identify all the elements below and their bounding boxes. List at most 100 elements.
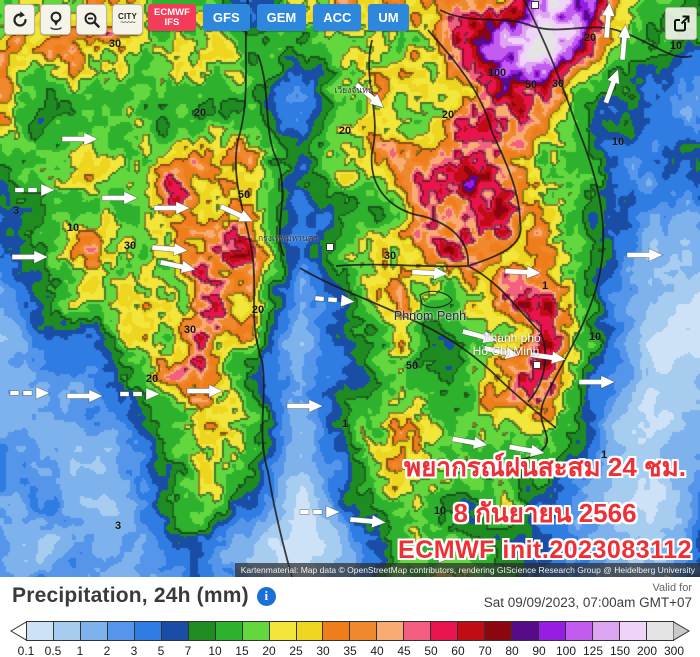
- map-attribution: Kartenmaterial: Map data © OpenStreetMap…: [234, 563, 700, 577]
- scale-tick-label: 150: [609, 644, 631, 657]
- scale-color-cell: [26, 621, 54, 641]
- wind-arrow: [578, 374, 616, 390]
- scale-tick-label: 10: [208, 644, 222, 657]
- city-labels-text: CITY: [117, 12, 138, 21]
- scale-color-cell: [593, 621, 620, 641]
- precipitation-map[interactable]: 3020201020105030302010050302010101050101…: [0, 0, 700, 577]
- scale-tick-label: 25: [289, 644, 303, 657]
- wind-arrow-dashed: [314, 293, 356, 308]
- scale-color-cell: [161, 621, 189, 641]
- wind-arrow: [601, 1, 616, 39]
- scale-color-cell: [377, 621, 405, 641]
- scale-tick-label: 5: [157, 644, 165, 657]
- city-labels-toggle[interactable]: CITY ~~~~: [112, 4, 143, 35]
- wind-arrow: [153, 200, 191, 216]
- scale-tick-label: 35: [343, 644, 357, 657]
- city-marker: [531, 1, 539, 9]
- location-pin-icon: [49, 11, 62, 30]
- scale-tick-label: 60: [451, 644, 465, 657]
- map-toolbar: CITY ~~~~: [4, 4, 143, 35]
- locate-button[interactable]: [40, 4, 71, 35]
- wind-arrow: [602, 68, 620, 105]
- wind-arrow: [11, 249, 49, 265]
- scale-color-cell: [242, 621, 270, 641]
- scale-left-cap: [10, 621, 27, 641]
- scale-tick-label: 50: [424, 644, 438, 657]
- scale-tick-label: 0.5: [44, 644, 62, 657]
- wind-arrow: [416, 549, 454, 564]
- model-label: ECMWF: [154, 6, 190, 18]
- scale-color-cell: [296, 621, 324, 641]
- model-label: IFS: [164, 16, 180, 28]
- wind-arrow: [101, 190, 139, 206]
- model-button-gem[interactable]: GEM: [256, 4, 307, 31]
- scale-tick-label: 7: [184, 644, 192, 657]
- wind-arrow: [544, 459, 582, 474]
- zoom-out-button[interactable]: [76, 4, 107, 35]
- scale-color-cell: [80, 621, 108, 641]
- wind-arrow-dashed: [299, 505, 341, 519]
- scale-right-cap: [673, 621, 690, 641]
- scale-color-cell: [539, 621, 567, 641]
- wind-arrow: [66, 388, 104, 404]
- scale-color-cell: [404, 621, 432, 641]
- legend-panel: Precipitation, 24h (mm) i Valid for Sat …: [0, 577, 700, 657]
- scale-cells: [26, 621, 674, 641]
- country-borders: [234, 0, 693, 577]
- wind-arrow: [617, 23, 632, 61]
- share-button[interactable]: [665, 7, 697, 40]
- wind-arrow-dashed: [14, 183, 56, 197]
- wind-arrow: [483, 345, 521, 360]
- wind-arrow: [61, 131, 99, 147]
- refresh-icon: [12, 10, 27, 27]
- scale-tick-label: 3: [130, 644, 138, 657]
- legend-title: Precipitation, 24h (mm): [12, 584, 249, 607]
- scale-color-cell: [188, 621, 216, 641]
- wind-arrow: [354, 81, 385, 109]
- scale-color-cell: [485, 621, 513, 641]
- wind-arrows: [9, 1, 673, 577]
- wind-arrow: [159, 259, 197, 274]
- scale-color-cell: [215, 621, 243, 641]
- scale-tick-label: 15: [235, 644, 249, 657]
- scale-tick-label: 70: [478, 644, 492, 657]
- refresh-button[interactable]: [4, 4, 35, 35]
- scale-color-cell: [566, 621, 594, 641]
- scale-tick-label: 40: [370, 644, 384, 657]
- scale-color-cell: [53, 621, 81, 641]
- scale-color-cell: [134, 621, 162, 641]
- wind-arrow: [504, 265, 542, 280]
- precipitation-field-canvas: [0, 0, 700, 577]
- scale-color-cell: [107, 621, 135, 641]
- scale-color-cell: [323, 621, 351, 641]
- model-button-gfs[interactable]: GFS: [202, 4, 250, 31]
- model-button-acc[interactable]: ACC: [313, 4, 362, 31]
- valid-for-value: Sat 09/09/2023, 07:00am GMT+07: [483, 595, 692, 610]
- model-button-ecmwf-ifs[interactable]: ECMWF IFS: [148, 4, 196, 31]
- scale-tick-label: 300: [663, 644, 685, 657]
- scale-color-cell: [646, 621, 674, 641]
- wind-arrow: [186, 383, 224, 399]
- model-selector: ECMWF IFS GFS GEM ACC UM: [148, 4, 409, 31]
- city-marker: [533, 361, 541, 369]
- scale-color-cell: [269, 621, 297, 641]
- map-overlay-svg: [9, 0, 693, 577]
- wind-arrow: [286, 398, 324, 414]
- info-icon[interactable]: i: [256, 586, 276, 606]
- wind-arrow: [411, 266, 449, 281]
- scale-color-cell: [512, 621, 540, 641]
- scale-tick-label: 125: [582, 644, 604, 657]
- scale-color-cell: [350, 621, 378, 641]
- scale-tick-label: 100: [555, 644, 577, 657]
- scale-tick-label: 30: [316, 644, 330, 657]
- share-icon: [673, 15, 689, 32]
- scale-tick-label: 20: [262, 644, 276, 657]
- scale-tick-label: 90: [532, 644, 546, 657]
- wind-arrow-dashed: [119, 387, 161, 401]
- scale-color-cell: [431, 621, 459, 641]
- wind-arrow: [219, 203, 255, 222]
- model-button-um[interactable]: UM: [368, 4, 409, 31]
- wind-arrow-dashed: [9, 386, 51, 400]
- city-marker: [326, 243, 334, 251]
